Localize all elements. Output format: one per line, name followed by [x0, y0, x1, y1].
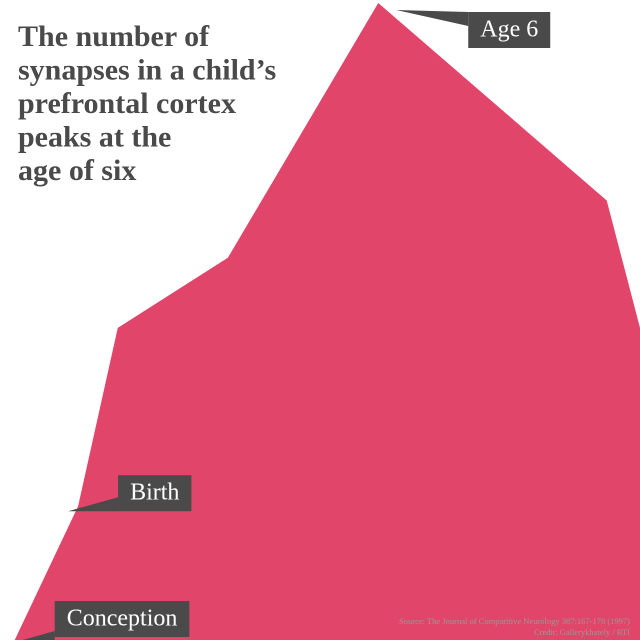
chart-title: The number of: [18, 20, 210, 53]
chart-title: synapses in a child’s: [18, 54, 276, 87]
callout: Birth: [68, 475, 192, 512]
chart-title: peaks at the: [18, 121, 171, 154]
point-label: Birth: [130, 480, 179, 506]
callout: Conception: [22, 601, 190, 640]
label-box: [118, 475, 192, 512]
point-label: Age 6: [480, 17, 538, 43]
label-box: [54, 601, 190, 637]
source: Source: The Journal of Comparitive Neuro…: [399, 616, 630, 626]
point-label: Conception: [67, 606, 178, 632]
label-box: [468, 12, 551, 48]
chart-title: age of six: [18, 154, 136, 187]
pointer: [396, 10, 469, 26]
pointer: [22, 631, 55, 640]
chart-title: prefrontal cortex: [18, 87, 236, 120]
pointer: [68, 497, 119, 512]
callout: Age 6: [396, 10, 551, 48]
credit: Credit: Gallerykhately / RTI: [534, 627, 630, 637]
